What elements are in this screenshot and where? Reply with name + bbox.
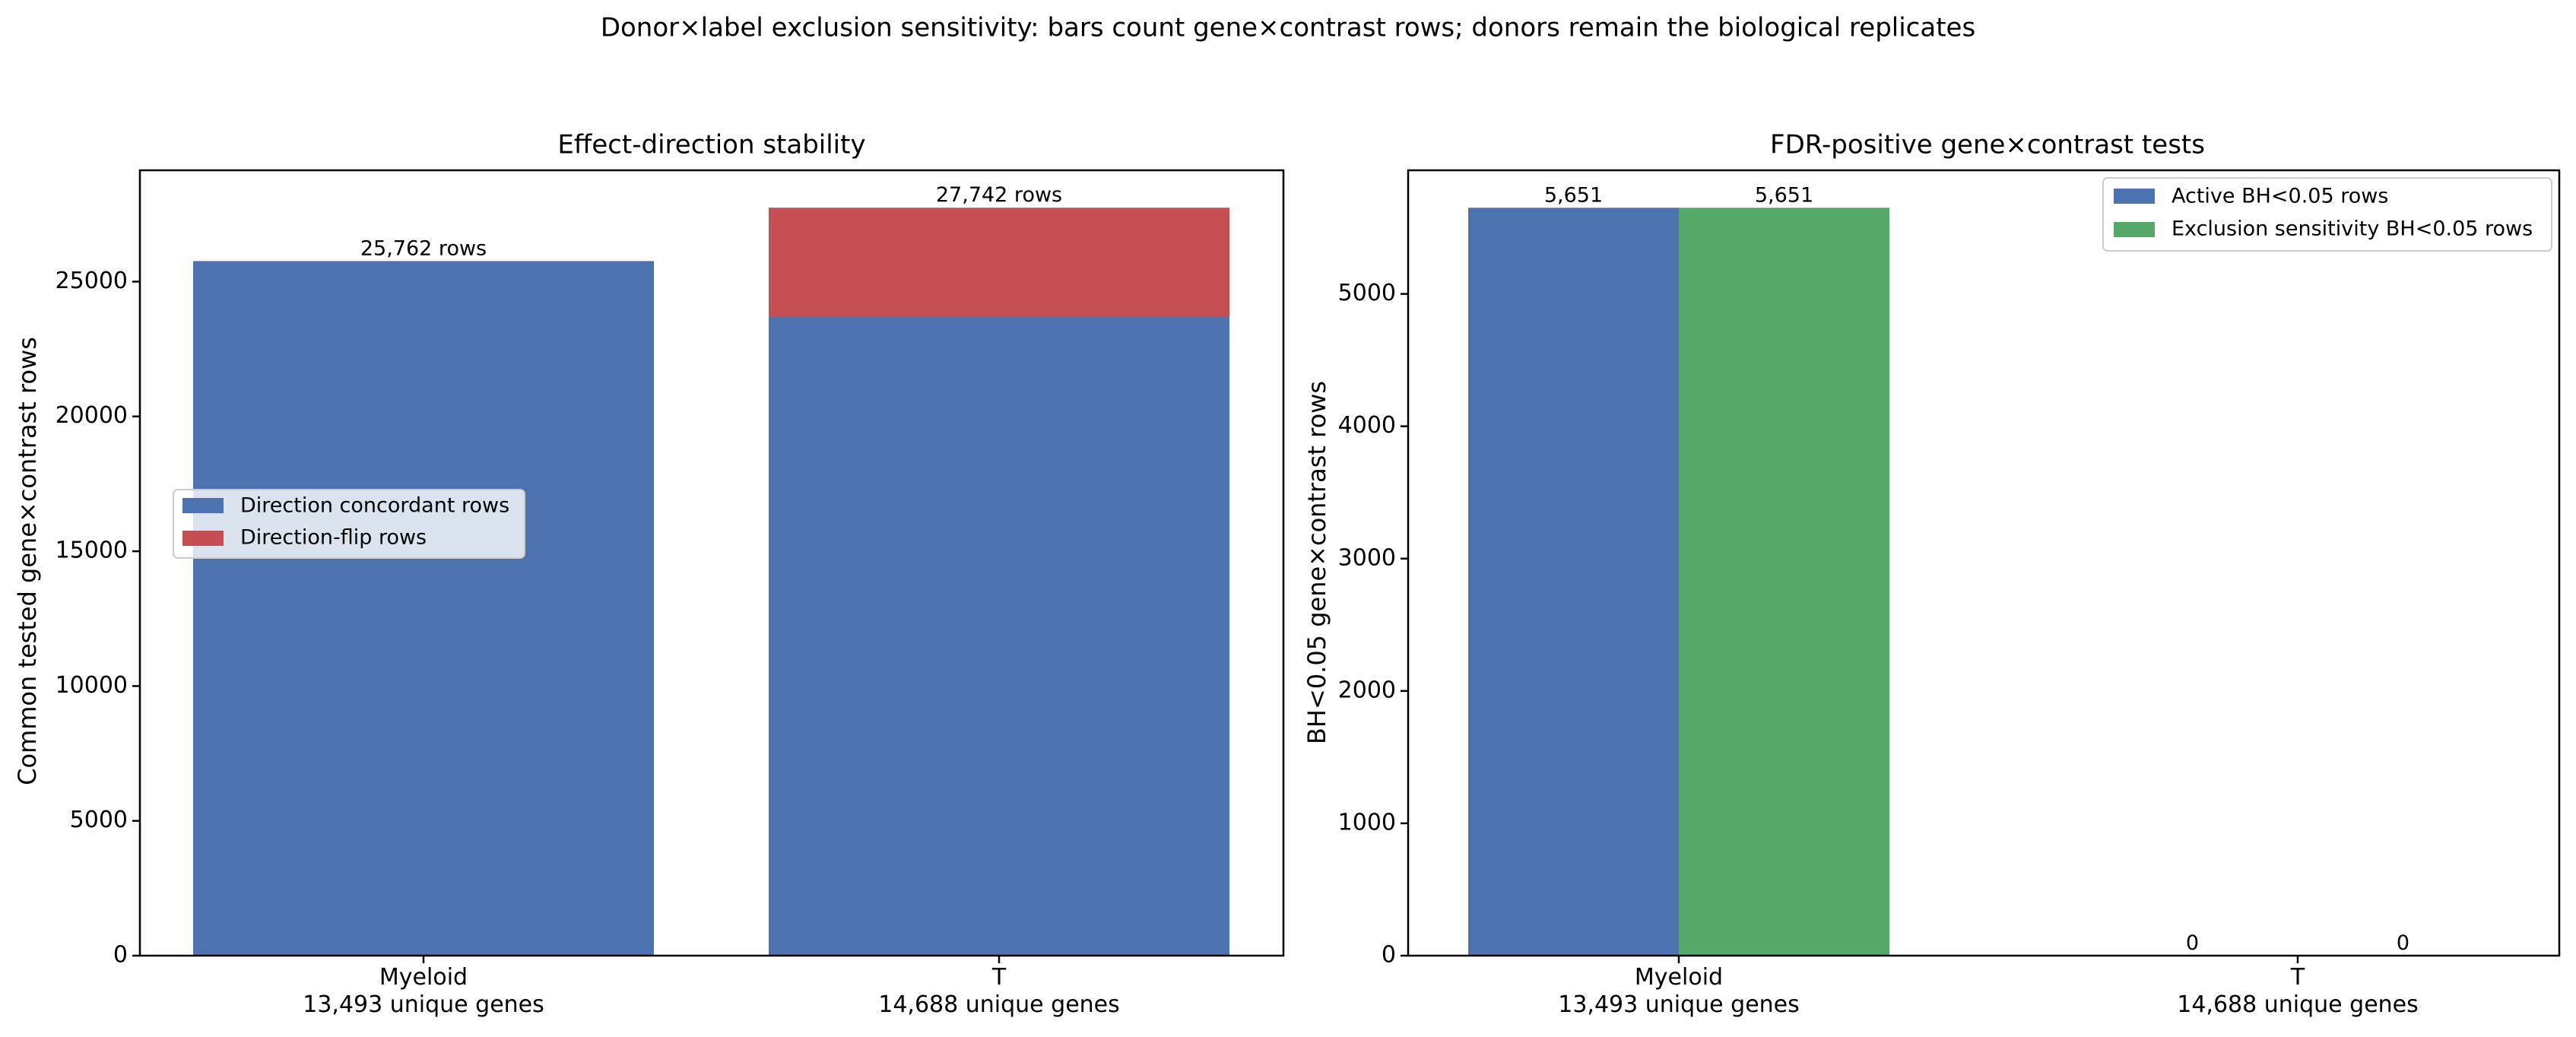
legend-label-active: Active BH<0.05 rows	[2172, 185, 2388, 208]
y-tick-label: 20000	[56, 402, 128, 429]
y-axis-label-right: BH<0.05 gene×contrast rows	[1302, 381, 1331, 744]
y-tick-label: 0	[1382, 942, 1396, 969]
legend-left: Direction concordant rows Direction-flip…	[173, 489, 525, 559]
bar-labels-left: 25,762 rows 27,742 rows	[360, 183, 1062, 260]
panel-fdr-positive: FDR-positive gene×contrast tests BH<0.05…	[1302, 130, 2561, 1018]
bar-value-label: 0	[2397, 931, 2409, 955]
figure-suptitle: Donor×label exclusion sensitivity: bars …	[601, 13, 1975, 43]
legend-label-concordant: Direction concordant rows	[240, 494, 509, 518]
x-tick-sublabel: 13,493 unique genes	[1558, 991, 1800, 1018]
bar-concordant	[769, 316, 1229, 956]
legend-label-flip: Direction-flip rows	[240, 526, 427, 550]
plot-frame-right	[1407, 169, 2561, 957]
legend-box-left	[173, 489, 525, 559]
bar-concordant	[193, 261, 654, 956]
x-tick-sublabel: 14,688 unique genes	[2177, 991, 2419, 1018]
panel-title-right: FDR-positive gene×contrast tests	[1770, 130, 2205, 160]
bar-value-label: 5,651	[1544, 183, 1603, 207]
x-tick-sublabel: 13,493 unique genes	[303, 991, 544, 1018]
panel-title-left: Effect-direction stability	[557, 130, 865, 160]
x-tick-label: Myeloid	[379, 964, 468, 991]
bar-total-label: 25,762 rows	[360, 236, 487, 260]
bar-exclusion	[1679, 208, 1889, 956]
y-tick-label: 15000	[56, 538, 128, 564]
x-tick-label: T	[2290, 964, 2305, 991]
bars-left	[193, 208, 1229, 956]
y-tick-label: 4000	[1338, 412, 1396, 439]
y-tick-label: 1000	[1338, 809, 1396, 836]
legend-box-right	[2102, 177, 2552, 252]
y-tick-label: 0	[113, 942, 128, 969]
panel-direction-stability: Effect-direction stability Common tested…	[13, 130, 1285, 1018]
legend-swatch-flip	[182, 531, 224, 546]
plot-frame-left	[138, 169, 1285, 957]
bar-total-label: 27,742 rows	[936, 183, 1062, 207]
legend-label-exclusion: Exclusion sensitivity BH<0.05 rows	[2172, 217, 2533, 241]
y-tick-label: 25000	[56, 268, 128, 294]
legend-swatch-active	[2114, 189, 2155, 204]
x-tick-label: Myeloid	[1635, 964, 1723, 991]
y-tick-label: 2000	[1338, 677, 1396, 703]
y-tick-label: 3000	[1338, 544, 1396, 571]
bar-active	[1468, 208, 1679, 956]
y-tick-label: 5000	[1338, 280, 1396, 306]
legend-swatch-exclusion	[2114, 222, 2155, 237]
y-tick-label: 10000	[56, 672, 128, 699]
legend-right: Active BH<0.05 rows Exclusion sensitivit…	[2102, 177, 2552, 252]
y-tick-label: 5000	[70, 807, 128, 833]
bar-flip	[769, 208, 1229, 317]
x-tick-label: T	[991, 964, 1007, 991]
x-tick-sublabel: 14,688 unique genes	[878, 991, 1120, 1018]
bars-right	[1468, 208, 1889, 956]
legend-swatch-concordant	[182, 498, 224, 513]
bar-value-label: 0	[2186, 931, 2199, 955]
y-axis-label-left: Common tested gene×contrast rows	[13, 337, 42, 785]
bar-value-label: 5,651	[1755, 183, 1813, 207]
bar-labels-right: 5,651 5,651 0 0	[1544, 183, 2409, 955]
